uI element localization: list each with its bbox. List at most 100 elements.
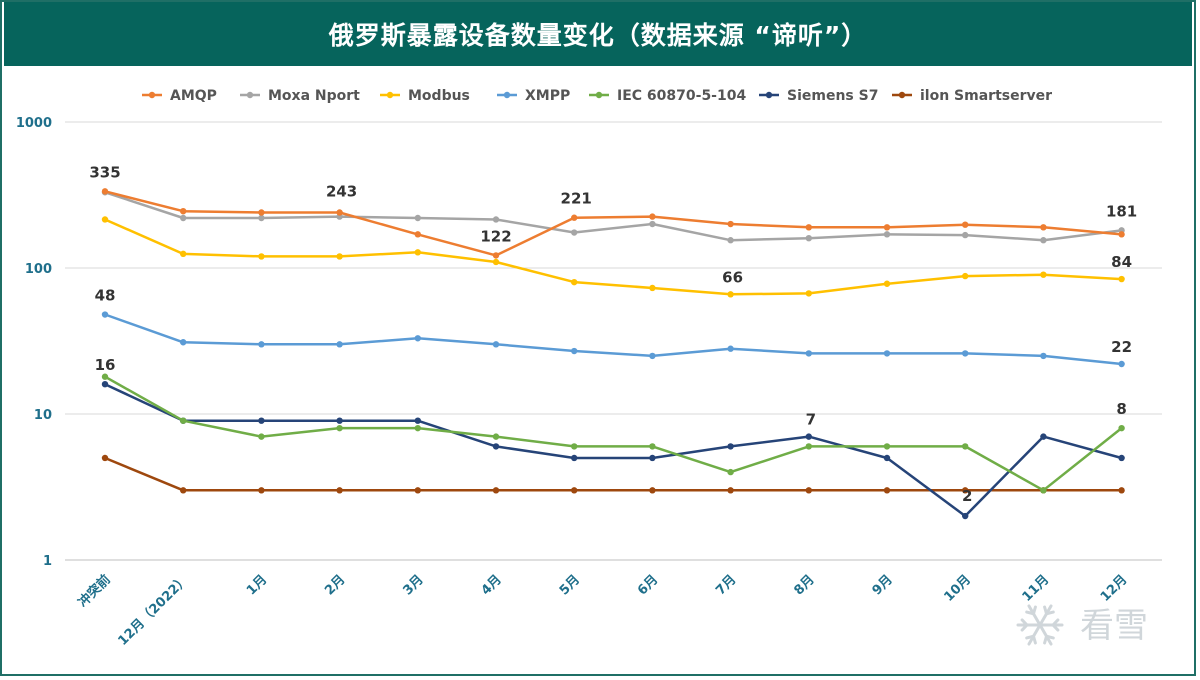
data-point: [258, 417, 265, 424]
data-point: [883, 231, 891, 238]
data-point: [649, 352, 656, 360]
data-point: [805, 234, 812, 242]
data-label: 122: [480, 227, 511, 245]
title-bar: 俄罗斯暴露设备数量变化（数据来源 “谛听”）: [4, 2, 1192, 66]
legend-swatch-marker: [246, 91, 254, 99]
x-tick-label: 10月: [941, 572, 974, 605]
x-tick-label: 1月: [244, 572, 270, 598]
snowflake-icon: [1016, 604, 1064, 646]
x-tick-label: 5月: [557, 572, 583, 598]
grid-layer: [65, 121, 1162, 561]
data-point: [101, 311, 109, 318]
x-tick-label: 冲突前: [75, 572, 114, 611]
data-point: [258, 487, 265, 494]
data-label: 181: [1106, 202, 1137, 220]
legend-item: IEC 60870-5-104: [589, 88, 746, 104]
data-point: [962, 487, 969, 494]
data-label: 335: [89, 163, 120, 181]
legend-label: XMPP: [525, 88, 570, 104]
data-point: [1040, 352, 1047, 360]
data-point: [1040, 433, 1047, 440]
legend-swatch-marker: [898, 91, 906, 99]
y-tick-label: 1000: [16, 116, 52, 131]
data-point: [805, 224, 812, 231]
data-point: [571, 454, 578, 462]
series-line: [104, 456, 1122, 492]
data-point: [1118, 487, 1125, 494]
data-point: [962, 350, 969, 357]
data-point: [101, 188, 109, 195]
data-point: [727, 237, 734, 244]
legend-swatch-marker: [386, 91, 394, 99]
data-point: [727, 443, 734, 450]
data-point: [571, 487, 578, 494]
data-point: [336, 209, 343, 216]
data-label: 221: [561, 190, 592, 208]
data-point: [336, 487, 343, 494]
data-point: [258, 209, 265, 216]
data-point: [962, 221, 969, 228]
data-point: [258, 341, 265, 348]
data-point: [883, 487, 891, 494]
data-point: [492, 341, 500, 348]
data-point: [649, 213, 656, 220]
data-label: 84: [1111, 253, 1132, 271]
data-point: [180, 417, 187, 424]
data-point: [571, 347, 578, 355]
data-point: [1040, 237, 1047, 244]
data-point: [1118, 360, 1125, 368]
data-point: [727, 468, 734, 476]
data-point: [414, 249, 421, 256]
data-point: [883, 454, 891, 462]
data-point: [180, 339, 187, 346]
series-amqp: [101, 188, 1125, 259]
data-point: [727, 220, 734, 228]
data-point: [649, 487, 656, 494]
legend-item: Siemens S7: [759, 88, 878, 104]
data-point: [962, 443, 969, 450]
data-point: [571, 229, 578, 236]
legend-label: Moxa Nport: [268, 88, 360, 104]
watermark: 看雪: [1016, 604, 1148, 646]
data-point: [571, 278, 578, 286]
data-point: [492, 258, 500, 266]
data-point: [414, 231, 421, 238]
data-point: [571, 214, 578, 221]
y-tick-label: 100: [25, 262, 52, 277]
data-point: [805, 350, 812, 357]
data-point: [336, 424, 343, 432]
data-point: [727, 291, 734, 298]
y-tick-label: 10: [34, 408, 52, 423]
data-point: [180, 214, 187, 222]
data-point: [727, 345, 734, 352]
data-point: [649, 454, 656, 462]
x-tick-label: 8月: [791, 572, 817, 598]
data-point: [805, 487, 812, 494]
data-point: [883, 350, 891, 357]
data-point: [101, 373, 109, 380]
data-point: [492, 487, 500, 494]
data-point: [1118, 231, 1125, 238]
data-point: [883, 280, 891, 287]
data-labels-layer: 335 243 122 221 181 66 84 48 22 16 7 2 8: [89, 163, 1137, 505]
data-label: 7: [806, 411, 816, 429]
data-point: [1118, 454, 1125, 462]
series-ilon-smartserver: [101, 454, 1125, 494]
data-label: 22: [1111, 338, 1132, 356]
x-tick-label: 9月: [870, 572, 896, 598]
legend-label: Siemens S7: [787, 88, 878, 104]
series-line: [104, 190, 1122, 257]
data-point: [258, 214, 265, 222]
data-point: [414, 487, 421, 494]
data-point: [414, 335, 421, 342]
data-point: [101, 454, 109, 462]
series-layer: [101, 188, 1125, 520]
data-point: [962, 512, 969, 520]
x-tick-label: 2月: [322, 572, 348, 598]
legend-item: AMQP: [142, 88, 217, 104]
legend-label: Modbus: [408, 88, 470, 104]
data-point: [805, 433, 812, 440]
data-point: [258, 433, 265, 440]
data-point: [962, 272, 969, 280]
